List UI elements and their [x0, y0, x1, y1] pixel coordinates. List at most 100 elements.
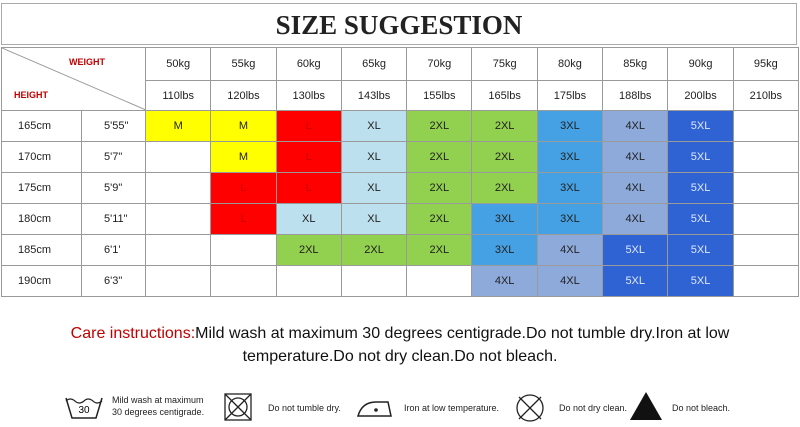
size-cell: [144, 172, 212, 204]
height-cm: 175cm: [1, 172, 82, 204]
size-cell: [340, 265, 408, 297]
size-cell: [210, 265, 277, 297]
size-row: 175cm 5'9" L L XL 2XL 2XL 3XL 4XL 5XL: [1, 172, 800, 204]
weight-lbs: 165lbs: [471, 80, 538, 111]
iron-label: Iron at low temperature.: [404, 403, 500, 413]
weight-kg: 85kg: [602, 47, 669, 81]
size-cell: 4XL: [602, 172, 669, 204]
size-cell: [275, 265, 342, 297]
size-cell: XL: [275, 203, 342, 235]
weight-lbs: 200lbs: [667, 80, 734, 111]
size-cell: 5XL: [667, 110, 734, 142]
title: SIZE SUGGESTION: [1, 3, 797, 45]
size-cell: [406, 265, 473, 297]
height-ft: 6'3": [81, 265, 146, 297]
size-cell: M: [144, 110, 212, 142]
corner-diagonal: [2, 48, 146, 110]
weight-lbs: 188lbs: [602, 80, 669, 111]
size-cell: L: [210, 172, 277, 204]
size-cell: M: [210, 110, 277, 142]
size-cell: 2XL: [406, 141, 473, 173]
size-cell: 2XL: [406, 172, 473, 204]
size-row: 185cm 6'1' 2XL 2XL 2XL 3XL 4XL 5XL 5XL: [1, 234, 800, 266]
size-cell: 2XL: [406, 110, 473, 142]
size-cell: 4XL: [602, 141, 669, 173]
height-cm: 180cm: [1, 203, 82, 235]
iron-icon: [357, 401, 392, 417]
corner-weight: WEIGHT: [69, 57, 105, 67]
corner-cell: WEIGHT HEIGHT: [1, 47, 146, 111]
size-cell: 3XL: [471, 234, 538, 266]
size-cell: 4XL: [471, 265, 538, 297]
weight-kg: 80kg: [536, 47, 604, 81]
weight-kg: 75kg: [471, 47, 538, 81]
size-cell: [732, 234, 800, 266]
size-cell: [144, 203, 212, 235]
size-cell: 5XL: [667, 234, 734, 266]
weight-kg: 50kg: [144, 47, 212, 81]
height-ft: 5'11": [81, 203, 146, 235]
weight-lbs: 155lbs: [406, 80, 473, 111]
size-cell: 5XL: [602, 234, 669, 266]
height-ft: 5'7": [81, 141, 146, 173]
weight-kg: 60kg: [275, 47, 342, 81]
weight-kg: 65kg: [340, 47, 408, 81]
size-cell: [732, 141, 800, 173]
size-cell: [732, 265, 800, 297]
header-row-lbs: 110lbs 120lbs 130lbs 143lbs 155lbs 165lbs 175l…: [2, 80, 800, 111]
dryclean-label: Do not dry clean.: [559, 403, 628, 413]
size-cell: [144, 141, 212, 173]
size-row: 165cm 5'55" M M L XL 2XL 2XL 3XL 4XL 5XL: [1, 110, 800, 142]
size-cell: L: [275, 172, 342, 204]
weight-lbs: 110lbs: [144, 80, 212, 111]
size-cell: 2XL: [340, 234, 408, 266]
tumble-icon: [224, 393, 252, 421]
size-cell: 5XL: [602, 265, 669, 297]
size-cell: XL: [340, 141, 408, 173]
size-cell: 3XL: [471, 203, 538, 235]
size-table: WEIGHT HEIGHT 50kg 55kg 60kg 65kg 70kg 75kg 80kg…: [1, 47, 800, 297]
height-ft: 5'55": [81, 110, 146, 142]
size-cell: 2XL: [275, 234, 342, 266]
size-cell: [144, 234, 212, 266]
size-cell: 3XL: [536, 141, 604, 173]
bleach-label: Do not bleach.: [672, 403, 731, 413]
height-ft: 6'1': [81, 234, 146, 266]
wash-icon: 30: [65, 397, 103, 419]
height-cm: 165cm: [1, 110, 82, 142]
header-row-kg: WEIGHT HEIGHT 50kg 55kg 60kg 65kg 70kg 75kg 80kg…: [1, 47, 800, 111]
size-cell: XL: [340, 110, 408, 142]
size-row: 190cm 6'3" 4XL 4XL 5XL 5XL: [1, 265, 800, 297]
height-cm: 170cm: [1, 141, 82, 173]
size-row: 170cm 5'7" M L XL 2XL 2XL 3XL 4XL 5XL: [1, 141, 800, 173]
weight-kg: 90kg: [667, 47, 734, 81]
size-cell: 3XL: [536, 110, 604, 142]
height-ft: 5'9": [81, 172, 146, 204]
weight-lbs: 130lbs: [275, 80, 342, 111]
size-cell: 3XL: [536, 172, 604, 204]
size-cell: 2XL: [471, 110, 538, 142]
size-cell: L: [275, 110, 342, 142]
size-cell: 2XL: [471, 141, 538, 173]
size-cell: [732, 203, 800, 235]
weight-kg: 95kg: [732, 47, 800, 81]
size-cell: [144, 265, 212, 297]
size-cell: 4XL: [536, 265, 604, 297]
weight-kg: 70kg: [406, 47, 473, 81]
size-cell: 4XL: [536, 234, 604, 266]
wash-label: Mild wash at maximum 30 degrees centigra…: [112, 395, 205, 417]
tumble-label: Do not tumble dry.: [268, 403, 341, 413]
size-cell: 5XL: [667, 203, 734, 235]
size-cell: XL: [340, 203, 408, 235]
size-cell: M: [210, 141, 277, 173]
weight-lbs: 210lbs: [732, 80, 800, 111]
size-cell: 4XL: [602, 110, 669, 142]
size-cell: 4XL: [602, 203, 669, 235]
bleach-icon: [630, 392, 662, 420]
care-text: Mild wash at maximum 30 degrees centigra…: [195, 325, 730, 365]
size-cell: [210, 234, 277, 266]
size-cell: 5XL: [667, 141, 734, 173]
size-cell: 5XL: [667, 265, 734, 297]
size-cell: 5XL: [667, 172, 734, 204]
size-cell: [732, 172, 800, 204]
